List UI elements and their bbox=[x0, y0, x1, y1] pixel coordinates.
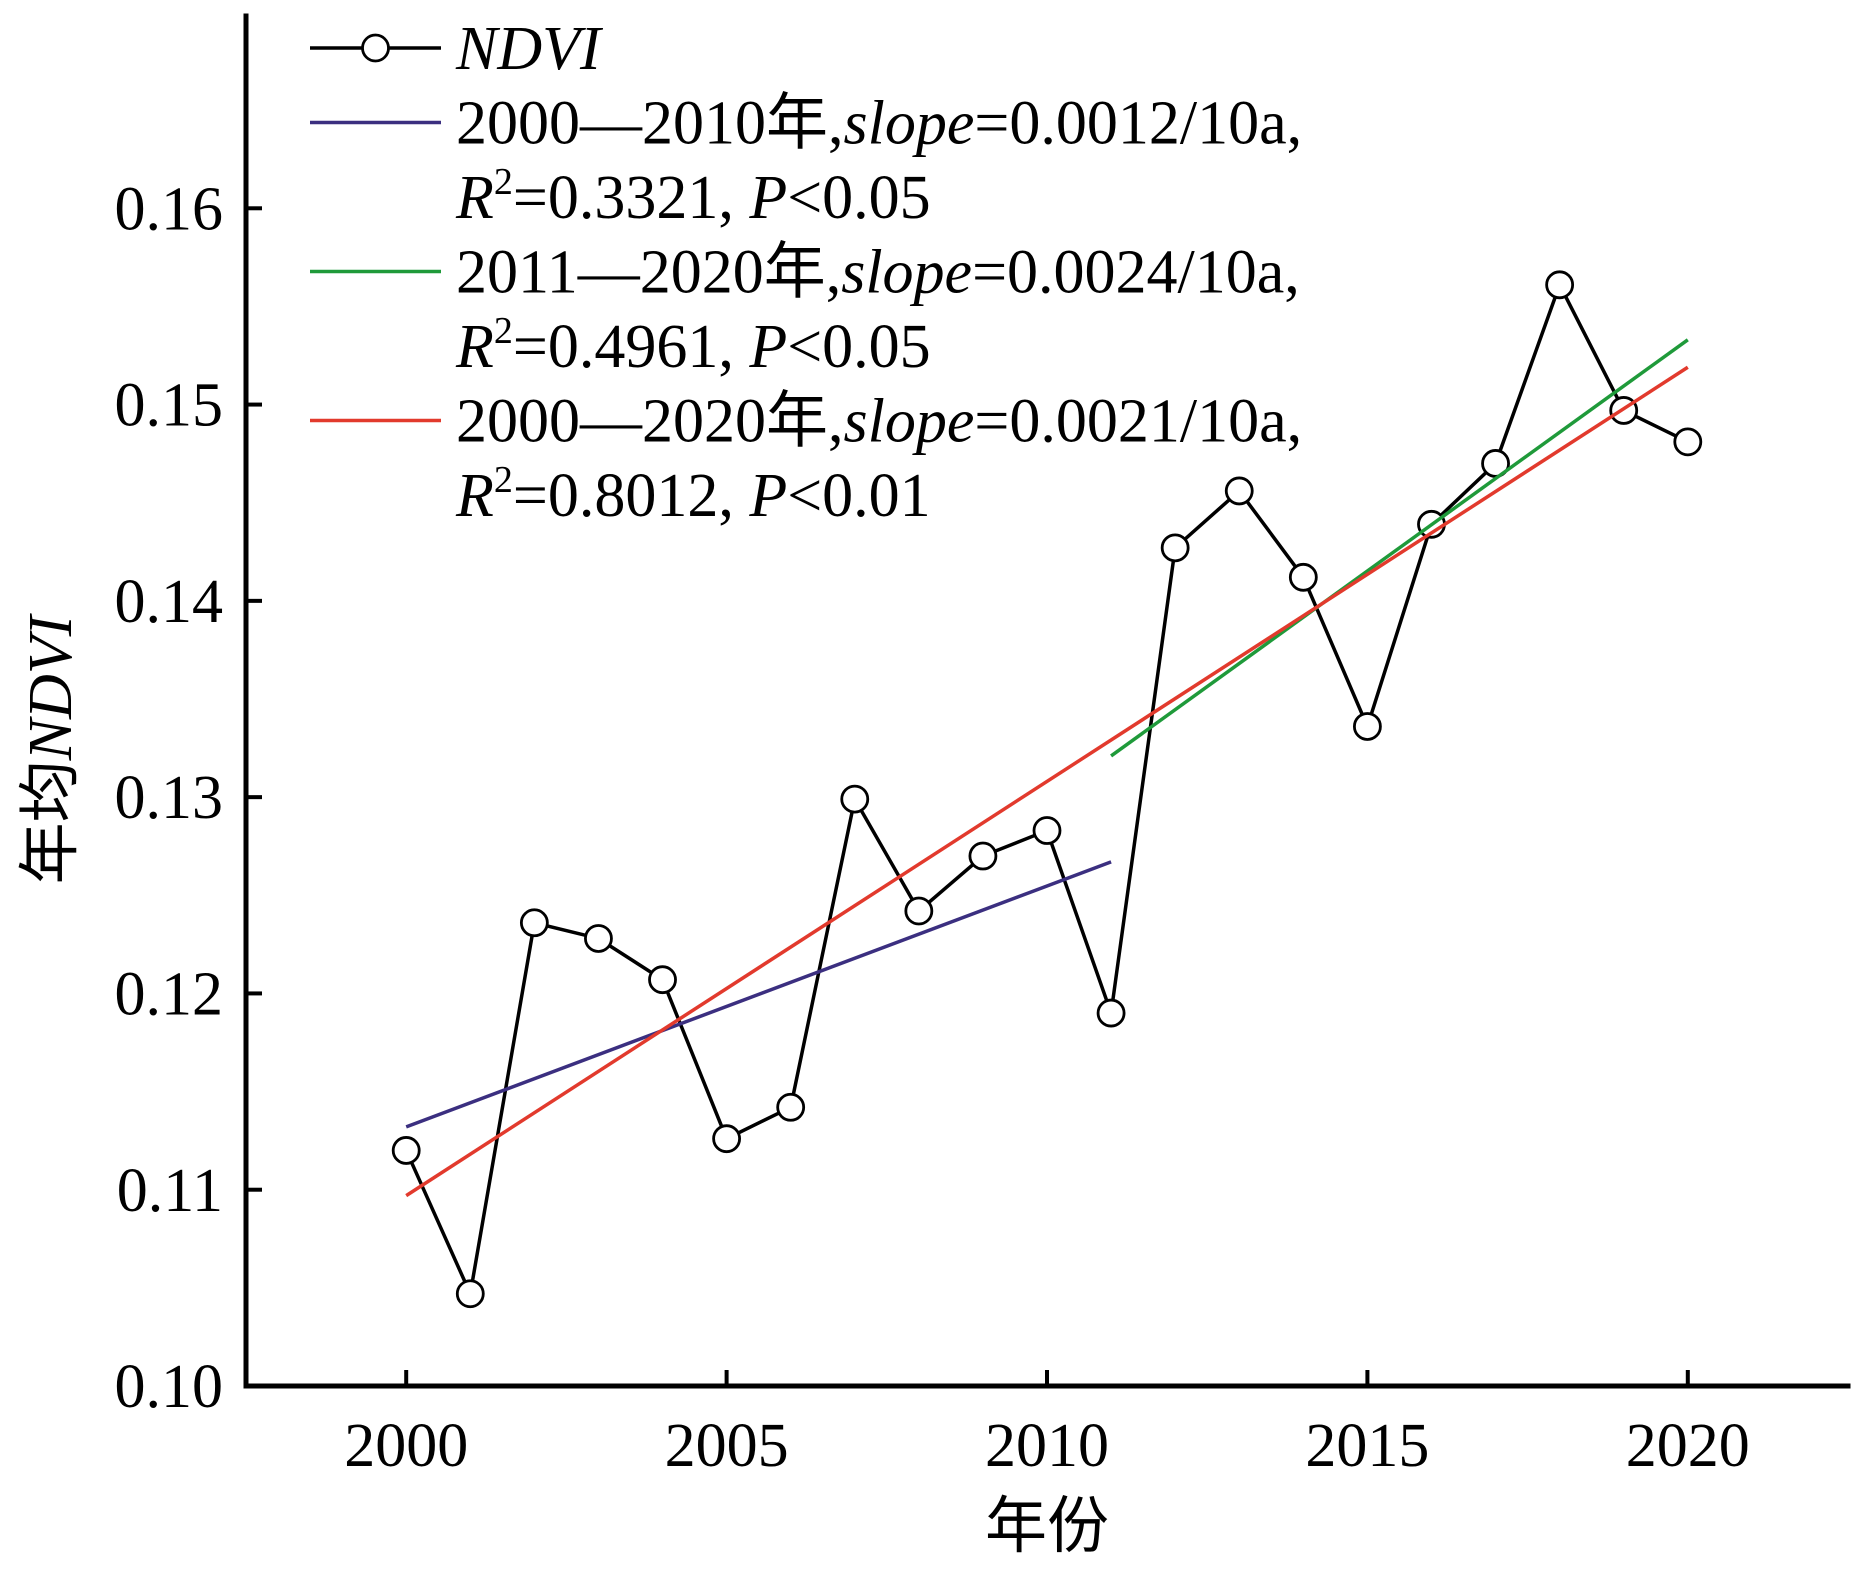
text-run: =0.0012/10a, bbox=[974, 90, 1302, 158]
trend-line bbox=[1110, 338, 1689, 758]
superscript-text: 2 bbox=[494, 161, 513, 203]
ndvi-data-point bbox=[455, 1279, 485, 1309]
y-tick-label: 0.10 bbox=[115, 1353, 224, 1421]
x-tick-label: 2010 bbox=[985, 1412, 1109, 1480]
legend-label: 2000—2020年,slope=0.0021/10a, bbox=[456, 388, 1302, 456]
text-run: =0.3321, bbox=[513, 164, 749, 232]
ndvi-data-point bbox=[584, 924, 613, 953]
legend-item: NDVI bbox=[310, 15, 604, 83]
text-run: <0.01 bbox=[787, 462, 930, 530]
ndvi-data-point bbox=[1032, 816, 1062, 845]
italic-text-run: R bbox=[455, 164, 494, 232]
ndvi-data-point bbox=[1224, 476, 1254, 506]
text-run: 2000—2020年, bbox=[456, 388, 844, 456]
italic-text-run: slope bbox=[844, 90, 975, 158]
ndvi-data-point bbox=[840, 784, 870, 814]
text-run: =0.0021/10a, bbox=[974, 388, 1302, 456]
y-tick-label: 0.13 bbox=[115, 764, 224, 832]
legend-label: R2=0.8012, P<0.01 bbox=[455, 459, 931, 530]
text-run: 2011—2020年, bbox=[456, 239, 841, 307]
ndvi-data-point bbox=[519, 908, 549, 938]
superscript-text: 2 bbox=[494, 459, 513, 501]
text-run: =0.8012, bbox=[513, 462, 749, 530]
legend-item: 2000—2010年,slope=0.0012/10a,R2=0.3321, P… bbox=[310, 90, 1302, 232]
legend-item: 2011—2020年,slope=0.0024/10a,R2=0.4961, P… bbox=[310, 239, 1300, 381]
x-tick-label: 2005 bbox=[665, 1412, 789, 1480]
text-run: <0.05 bbox=[787, 313, 930, 381]
ndvi-data-point bbox=[1160, 533, 1190, 563]
italic-text-run: NDVI bbox=[455, 15, 604, 83]
italic-text-run: R bbox=[455, 462, 494, 530]
y-axis-label: 年均NDVI bbox=[17, 612, 85, 884]
text-run: 2000—2010年, bbox=[456, 90, 844, 158]
ndvi-data-point bbox=[391, 1136, 421, 1165]
ndvi-data-point bbox=[968, 841, 998, 871]
italic-text-run: R bbox=[455, 313, 494, 381]
x-tick-label: 2015 bbox=[1305, 1412, 1429, 1480]
text-run: =0.0024/10a, bbox=[972, 239, 1300, 307]
text-run: <0.05 bbox=[787, 164, 930, 232]
x-tick-label: 2020 bbox=[1626, 1412, 1750, 1480]
legend-label: R2=0.4961, P<0.05 bbox=[455, 310, 931, 381]
x-axis-ticks: 2000 2005 2010 2015 2020 bbox=[344, 1370, 1750, 1480]
ndvi-data-point bbox=[1673, 427, 1703, 457]
plot-area bbox=[391, 270, 1703, 1309]
ndvi-data-point bbox=[1096, 998, 1126, 1028]
y-tick-label: 0.12 bbox=[115, 961, 224, 1029]
italic-text-run: P bbox=[748, 462, 787, 530]
superscript-text: 2 bbox=[494, 310, 513, 352]
italic-text-run: slope bbox=[844, 388, 975, 456]
text-run: 年均 bbox=[17, 760, 85, 884]
y-axis-ticks: 0.10 0.11 0.12 0.13 0.14 0.15 0.16 bbox=[115, 175, 262, 1421]
x-axis-label: 年份 bbox=[985, 1493, 1109, 1561]
trend-line bbox=[405, 860, 1112, 1129]
legend: NDVI2000—2010年,slope=0.0012/10a,R2=0.332… bbox=[310, 15, 1302, 530]
italic-text-run: P bbox=[748, 313, 787, 381]
ndvi-data-point bbox=[1288, 562, 1318, 592]
italic-text-run: P bbox=[748, 164, 787, 232]
y-tick-label: 0.16 bbox=[115, 175, 224, 243]
trend-line bbox=[405, 365, 1689, 1198]
x-tick-label: 2000 bbox=[344, 1412, 468, 1480]
legend-label: 2011—2020年,slope=0.0024/10a, bbox=[456, 239, 1300, 307]
ndvi-data-point bbox=[712, 1124, 741, 1154]
ndvi-data-point bbox=[1545, 270, 1575, 300]
ndvi-data-point bbox=[648, 965, 677, 995]
legend-label: NDVI bbox=[455, 15, 604, 83]
legend-handle-marker bbox=[361, 33, 390, 63]
y-tick-label: 0.11 bbox=[117, 1157, 223, 1225]
ndvi-data-point bbox=[904, 896, 934, 926]
italic-text-run: NDVI bbox=[17, 612, 85, 761]
y-tick-label: 0.15 bbox=[115, 372, 224, 440]
legend-item: 2000—2020年,slope=0.0021/10a,R2=0.8012, P… bbox=[310, 388, 1302, 530]
y-tick-label: 0.14 bbox=[115, 568, 224, 636]
legend-label: R2=0.3321, P<0.05 bbox=[455, 161, 931, 232]
italic-text-run: slope bbox=[841, 239, 972, 307]
legend-label: 2000—2010年,slope=0.0012/10a, bbox=[456, 90, 1302, 158]
text-run: =0.4961, bbox=[513, 313, 749, 381]
ndvi-data-point bbox=[1353, 712, 1382, 741]
ndvi-data-point bbox=[776, 1092, 806, 1122]
